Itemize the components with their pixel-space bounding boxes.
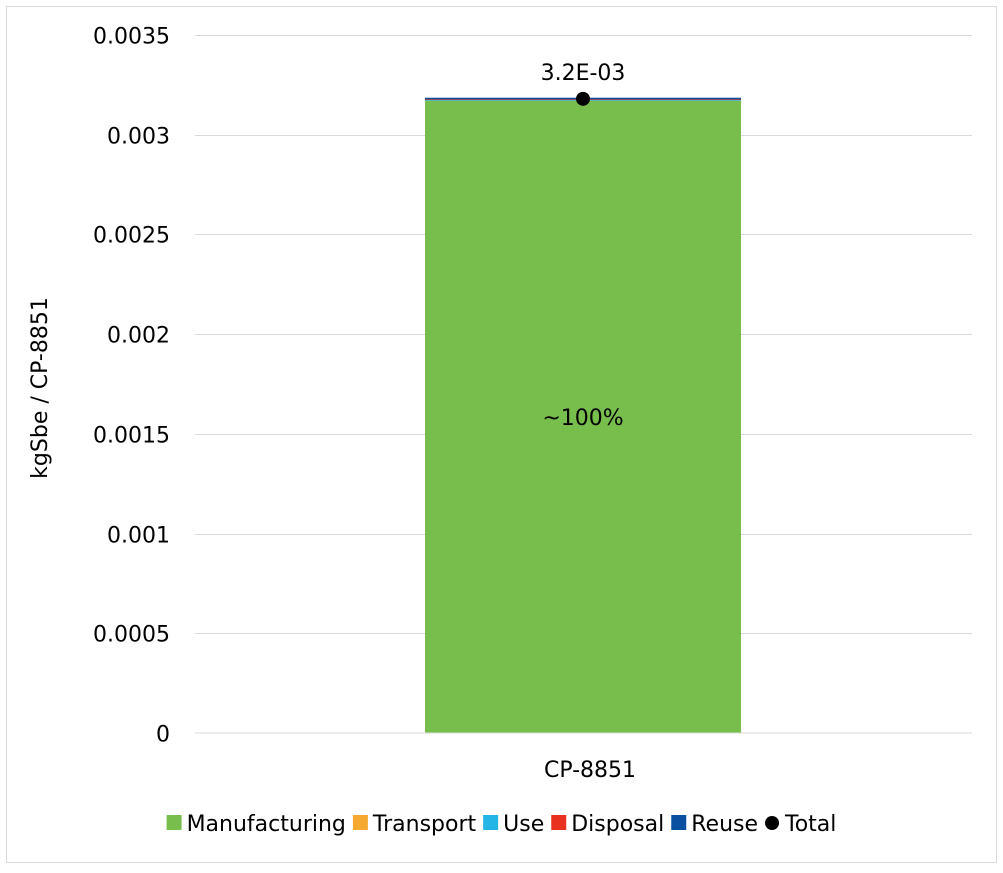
legend-item-total: Total — [765, 812, 836, 837]
legend-swatch — [483, 815, 499, 830]
legend-label: Manufacturing — [187, 812, 346, 837]
y-axis-title: kgSbe / CP-8851 — [28, 297, 53, 479]
total-marker — [576, 91, 590, 106]
legend-label: Use — [503, 812, 544, 837]
legend-label: Disposal — [571, 812, 664, 837]
legend-item-reuse: Reuse — [671, 812, 758, 837]
segment-percent-label: ~100% — [542, 406, 623, 431]
legend-item-use: Use — [483, 812, 544, 837]
legend-swatch — [166, 815, 182, 830]
legend-swatch — [352, 815, 368, 830]
y-axis-tick-labels: 0 0.0005 0.001 0.0015 0.002 0.0025 0.003 0.0035 — [93, 25, 170, 748]
legend-label: Transport — [372, 812, 477, 837]
legend-item-manufacturing: Manufacturing — [166, 812, 346, 837]
legend-swatch — [671, 815, 687, 830]
y-tick-label: 0.0035 — [93, 25, 170, 50]
total-data-label: 3.2E-03 — [541, 61, 626, 86]
legend-item-transport: Transport — [352, 812, 477, 837]
legend-swatch — [765, 816, 780, 830]
legend-item-disposal: Disposal — [551, 812, 664, 837]
legend: Manufacturing Transport Use Disposal Reuse To… — [166, 812, 836, 837]
y-tick-label: 0.002 — [107, 324, 170, 349]
y-tick-label: 0.003 — [107, 125, 170, 150]
legend-swatch — [551, 815, 567, 830]
y-tick-label: 0.0005 — [93, 623, 170, 648]
bar-manufacturing-cp-8851 — [425, 100, 741, 734]
total-markers: 3.2E-03 — [541, 61, 626, 106]
annotations: ~100% — [542, 406, 623, 431]
y-tick-label: 0 — [156, 723, 170, 748]
legend-label: Total — [784, 812, 836, 837]
y-tick-label: 0.0015 — [93, 424, 170, 449]
legend-label: Reuse — [691, 812, 758, 837]
x-category-label: CP-8851 — [544, 758, 636, 783]
y-tick-label: 0.001 — [107, 524, 170, 549]
y-tick-label: 0.0025 — [93, 224, 170, 249]
